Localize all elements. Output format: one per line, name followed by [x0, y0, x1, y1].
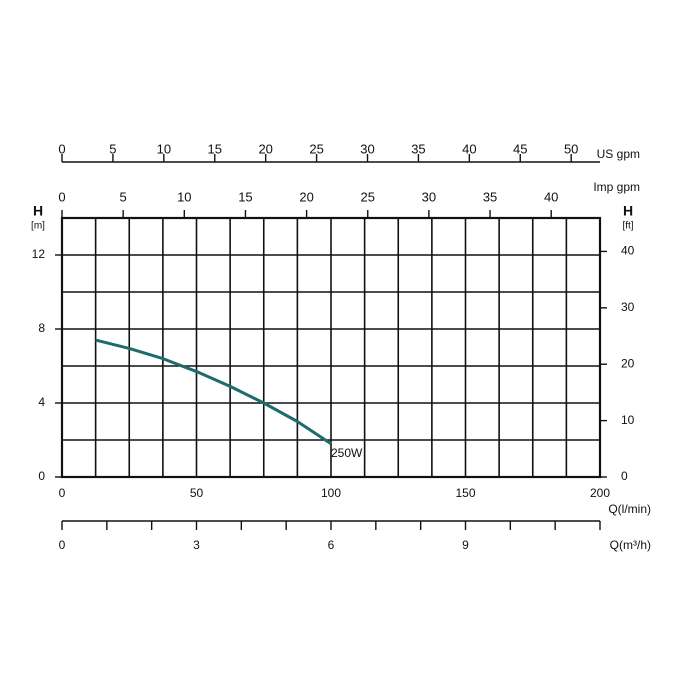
- y-tick-label: 4: [38, 395, 45, 409]
- top-tick-label: 30: [360, 141, 374, 156]
- top-tick-label: 5: [109, 141, 116, 156]
- plot-frame: [60, 216, 602, 479]
- curve: [95, 338, 332, 445]
- y2-tick-label: 0: [621, 469, 628, 483]
- y-tick-label: 0: [38, 469, 45, 483]
- y2-tick-label: 40: [621, 244, 635, 258]
- top-tick-label: 0: [58, 141, 65, 156]
- x-tick-label: 150: [455, 486, 475, 500]
- y-axis-title: H: [33, 203, 43, 219]
- top-tick-label: 25: [309, 141, 323, 156]
- x-axis-title: Q(l/min): [608, 502, 651, 516]
- top-tick-label: 15: [208, 141, 222, 156]
- top-tick-label: 10: [177, 189, 191, 204]
- top-tick-label: 20: [299, 189, 313, 204]
- bottom-tick-label: 3: [193, 538, 200, 552]
- top-tick-label: 15: [238, 189, 252, 204]
- top-axis-title: Imp gpm: [593, 180, 640, 194]
- top-tick-label: 35: [411, 141, 425, 156]
- y2-axis-title: H: [623, 203, 633, 219]
- x-tick-label: 100: [321, 486, 341, 500]
- top-axis-title: US gpm: [597, 147, 640, 161]
- top-tick-label: 25: [361, 189, 375, 204]
- top-tick-label: 30: [422, 189, 436, 204]
- top-tick-label: 40: [544, 189, 558, 204]
- bottom-tick-label: 9: [462, 538, 469, 552]
- top-tick-label: 35: [483, 189, 497, 204]
- top-tick-label: 0: [58, 189, 65, 204]
- x-tick-label: 200: [590, 486, 610, 500]
- top-tick-label: 50: [564, 141, 578, 156]
- bottom-tick-label: 6: [328, 538, 335, 552]
- x-tick-label: 0: [59, 486, 66, 500]
- y2-tick-label: 30: [621, 300, 635, 314]
- top-tick-label: 10: [157, 141, 171, 156]
- top-tick-label: 40: [462, 141, 476, 156]
- y-tick-label: 8: [38, 321, 45, 335]
- y-axis-unit: [m]: [31, 221, 45, 232]
- top-tick-label: 45: [513, 141, 527, 156]
- x-tick-label: 50: [190, 486, 204, 500]
- y2-axis-unit: [ft]: [622, 221, 633, 232]
- bottom-tick-label: 0: [59, 538, 66, 552]
- bottom-axis-title: Q(m³/h): [610, 538, 651, 552]
- y2-tick-label: 20: [621, 356, 635, 370]
- top-tick-label: 5: [120, 189, 127, 204]
- top-tick-label: 20: [258, 141, 272, 156]
- series-label: 250W: [331, 446, 363, 460]
- y2-tick-label: 10: [621, 413, 635, 427]
- y-tick-label: 12: [32, 247, 46, 261]
